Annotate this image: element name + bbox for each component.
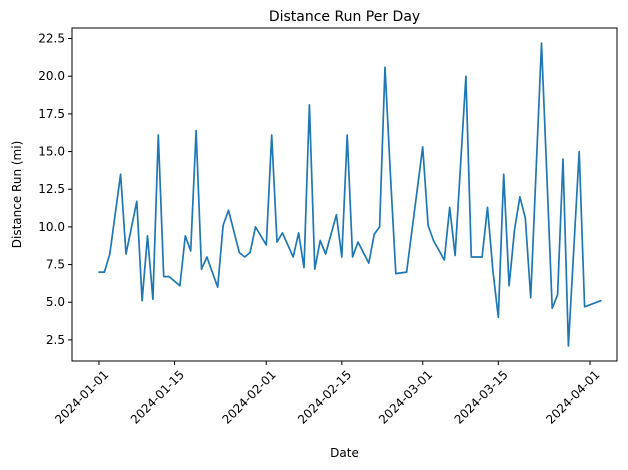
y-axis-ticks: 2.5 5.0 7.5 10.0 12.5 15.0 17.5 20.0 22.5 (38, 32, 72, 347)
x-tick-label: 2024-01-01 (52, 368, 111, 427)
plot-area-frame (71, 27, 618, 362)
x-tick-label: 2024-03-01 (376, 368, 435, 427)
x-tick-label: 2024-02-15 (295, 368, 354, 427)
y-tick-label: 15.0 (38, 145, 65, 159)
y-tick-label: 5.0 (46, 295, 65, 309)
y-tick-label: 22.5 (38, 32, 65, 46)
x-tick-label: 2024-01-15 (128, 368, 187, 427)
y-tick-label: 2.5 (46, 333, 65, 347)
y-tick-label: 17.5 (38, 107, 65, 121)
x-tick-label: 2024-02-01 (220, 368, 279, 427)
x-tick-label: 2024-04-01 (543, 368, 602, 427)
series-layer (98, 42, 602, 347)
y-tick-label: 12.5 (38, 182, 65, 196)
y-tick-label: 7.5 (46, 258, 65, 272)
x-axis-ticks: 2024-01-01 2024-01-15 2024-02-01 2024-02-15… (52, 361, 603, 427)
series-line (98, 42, 602, 347)
y-axis-label: Distance Run (mi) (10, 141, 24, 249)
y-tick-label: 10.0 (38, 220, 65, 234)
y-tick-label: 20.0 (38, 69, 65, 83)
chart-title: Distance Run Per Day (269, 9, 420, 25)
x-tick-label: 2024-03-15 (452, 368, 511, 427)
x-axis-label: Date (330, 446, 359, 460)
